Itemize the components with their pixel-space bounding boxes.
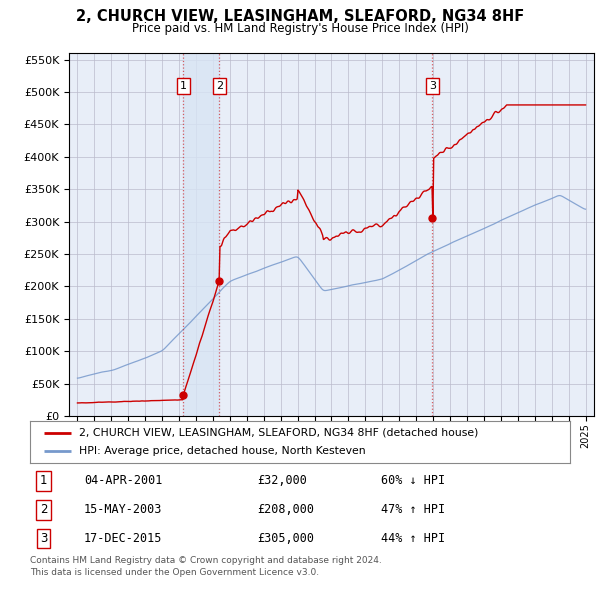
Text: £32,000: £32,000 bbox=[257, 474, 307, 487]
Bar bbox=[184, 53, 219, 416]
Text: This data is licensed under the Open Government Licence v3.0.: This data is licensed under the Open Gov… bbox=[30, 568, 319, 576]
Text: Price paid vs. HM Land Registry's House Price Index (HPI): Price paid vs. HM Land Registry's House … bbox=[131, 22, 469, 35]
Text: 44% ↑ HPI: 44% ↑ HPI bbox=[381, 532, 445, 545]
Text: 1: 1 bbox=[40, 474, 47, 487]
Text: £305,000: £305,000 bbox=[257, 532, 314, 545]
Text: 17-DEC-2015: 17-DEC-2015 bbox=[84, 532, 163, 545]
Text: 3: 3 bbox=[429, 81, 436, 91]
Text: 3: 3 bbox=[40, 532, 47, 545]
Text: 47% ↑ HPI: 47% ↑ HPI bbox=[381, 503, 445, 516]
Text: 2, CHURCH VIEW, LEASINGHAM, SLEAFORD, NG34 8HF (detached house): 2, CHURCH VIEW, LEASINGHAM, SLEAFORD, NG… bbox=[79, 428, 478, 438]
Text: 2: 2 bbox=[215, 81, 223, 91]
Text: 1: 1 bbox=[180, 81, 187, 91]
Text: HPI: Average price, detached house, North Kesteven: HPI: Average price, detached house, Nort… bbox=[79, 446, 365, 456]
Text: 2, CHURCH VIEW, LEASINGHAM, SLEAFORD, NG34 8HF: 2, CHURCH VIEW, LEASINGHAM, SLEAFORD, NG… bbox=[76, 9, 524, 24]
Text: Contains HM Land Registry data © Crown copyright and database right 2024.: Contains HM Land Registry data © Crown c… bbox=[30, 556, 382, 565]
Text: 2: 2 bbox=[40, 503, 47, 516]
Text: 60% ↓ HPI: 60% ↓ HPI bbox=[381, 474, 445, 487]
Text: 15-MAY-2003: 15-MAY-2003 bbox=[84, 503, 163, 516]
Text: £208,000: £208,000 bbox=[257, 503, 314, 516]
Text: 04-APR-2001: 04-APR-2001 bbox=[84, 474, 163, 487]
